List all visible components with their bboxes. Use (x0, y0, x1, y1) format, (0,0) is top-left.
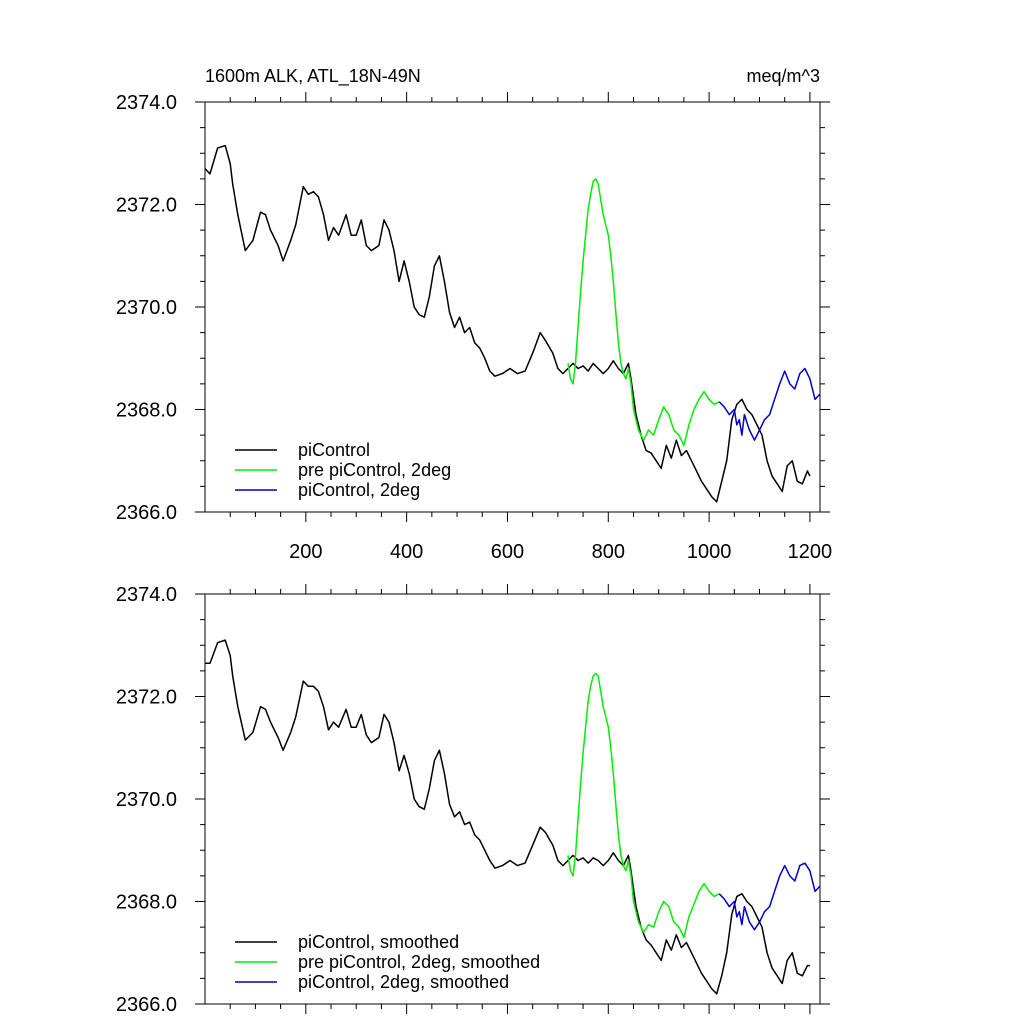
y-tick-label: 2374.0 (116, 92, 177, 114)
y-tick-label: 2372.0 (116, 195, 177, 217)
y-tick-label: 2370.0 (116, 297, 177, 319)
series-line-3 (718, 367, 821, 441)
legend-label: pre piControl, 2deg, smoothed (298, 952, 540, 972)
series-line-2 (567, 178, 720, 447)
y-tick-label: 2372.0 (116, 687, 177, 709)
top-panel: 1600m ALK, ATL_18N-49N meq/m^3 2366.0 2368.… (116, 66, 832, 563)
series-line-2 (567, 672, 720, 939)
legend-label: piControl, 2deg (298, 480, 420, 500)
y-tick-label: 2366.0 (116, 994, 177, 1016)
series-line-3 (718, 862, 821, 931)
x-tick-label: 200 (289, 541, 322, 563)
y-tick-label: 2370.0 (116, 789, 177, 811)
legend-label: piControl, 2deg, smoothed (298, 972, 509, 992)
y-tick-label: 2368.0 (116, 400, 177, 422)
legend-label: piControl (298, 440, 370, 460)
x-tick-label: 1000 (687, 541, 732, 563)
legend-label: pre piControl, 2deg (298, 460, 451, 480)
y-tick-label: 2368.0 (116, 892, 177, 914)
x-tick-label: 400 (390, 541, 423, 563)
x-tick-label: 600 (491, 541, 524, 563)
x-tick-label: 1200 (788, 541, 833, 563)
x-tick-label: 800 (592, 541, 625, 563)
chart-title: 1600m ALK, ATL_18N-49N (205, 66, 421, 87)
y-tick-label: 2374.0 (116, 584, 177, 606)
bottom-panel: 2366.0 2368.0 2370.0 2372.0 2374.0 piControl,… (116, 584, 830, 1016)
legend-label: piControl, smoothed (298, 932, 459, 952)
y-tick-label: 2366.0 (116, 502, 177, 524)
series-line-1 (205, 639, 810, 995)
units-label: meq/m^3 (747, 66, 820, 86)
series-line-1 (204, 144, 811, 503)
